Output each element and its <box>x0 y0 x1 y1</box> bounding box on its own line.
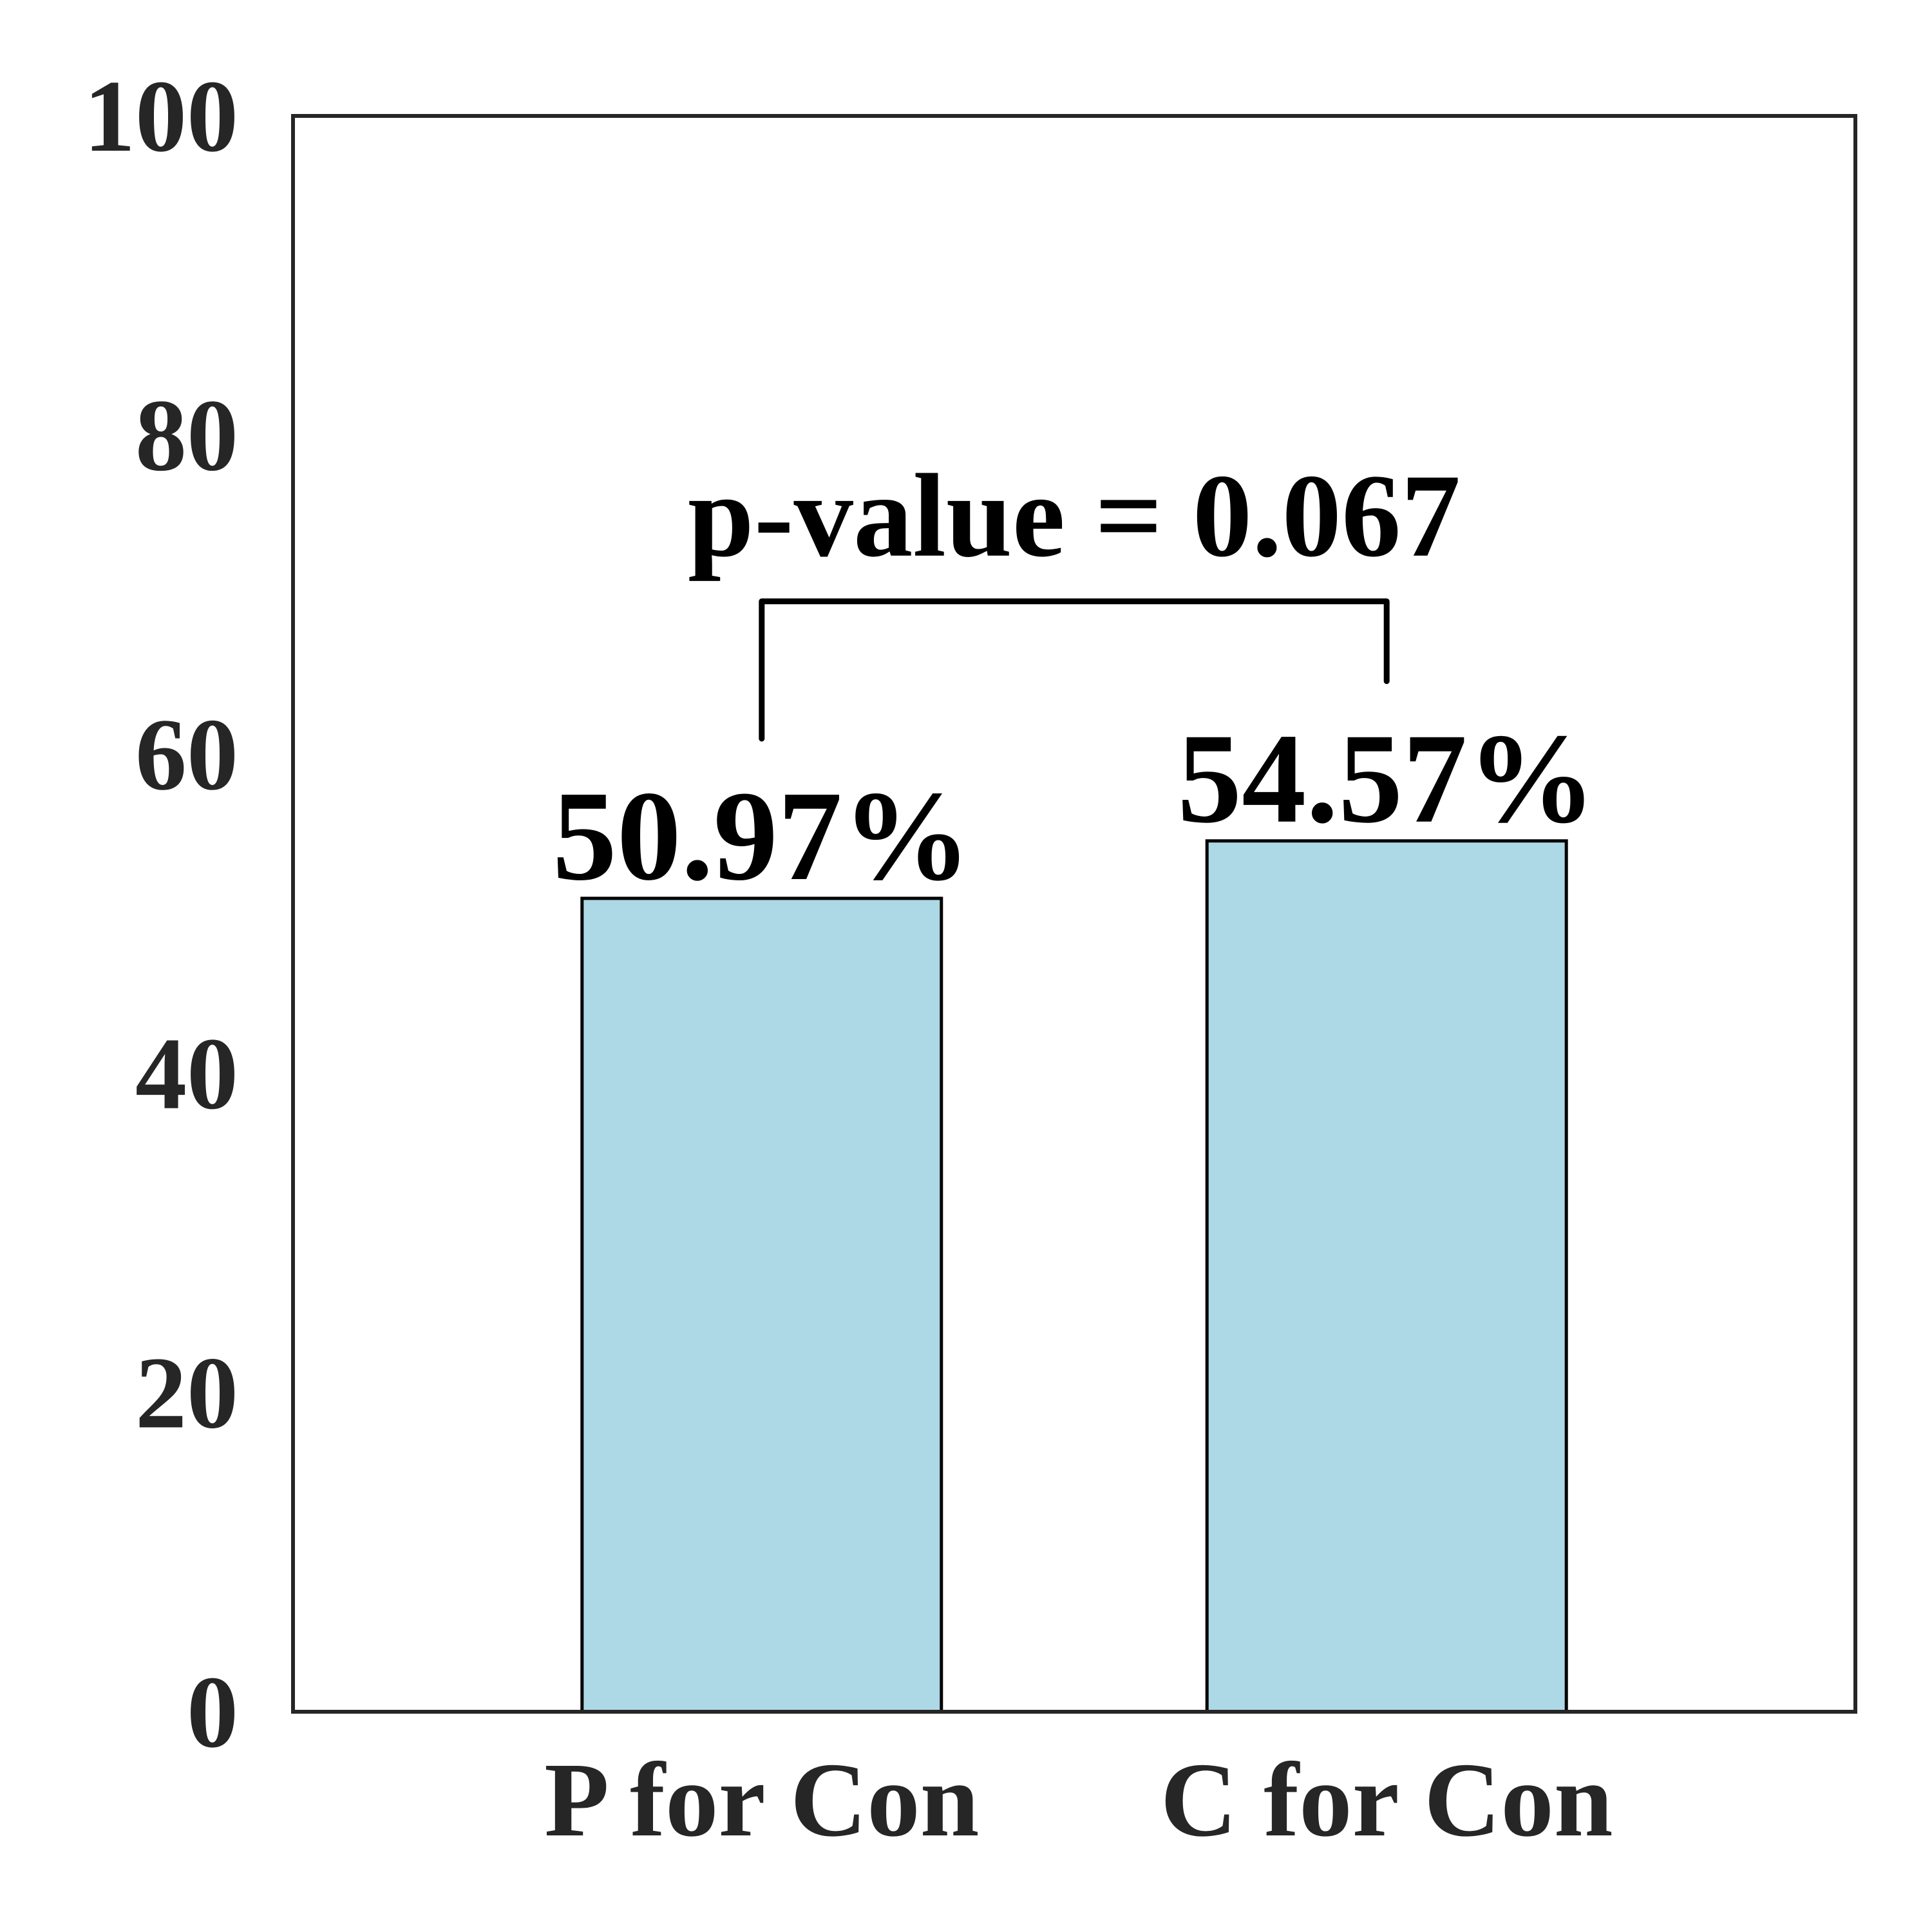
y-tick-label: 20 <box>135 1335 238 1450</box>
x-tick-label: P for Con <box>544 1741 979 1859</box>
plot-frame <box>291 114 1857 1714</box>
y-tick-label: 0 <box>187 1654 238 1769</box>
y-tick-label: 40 <box>135 1016 238 1131</box>
y-tick-label: 100 <box>84 59 238 173</box>
data-label: 50.97% <box>553 765 971 907</box>
bar <box>1205 839 1568 1714</box>
bar <box>580 896 943 1714</box>
x-tick-label: C for Con <box>1160 1741 1613 1859</box>
y-tick-label: 80 <box>135 378 238 493</box>
annotation: p-value = 0.067 <box>688 450 1461 582</box>
data-label: 54.57% <box>1177 708 1596 850</box>
y-tick-label: 60 <box>135 697 238 811</box>
significance-bracket <box>759 598 1390 742</box>
